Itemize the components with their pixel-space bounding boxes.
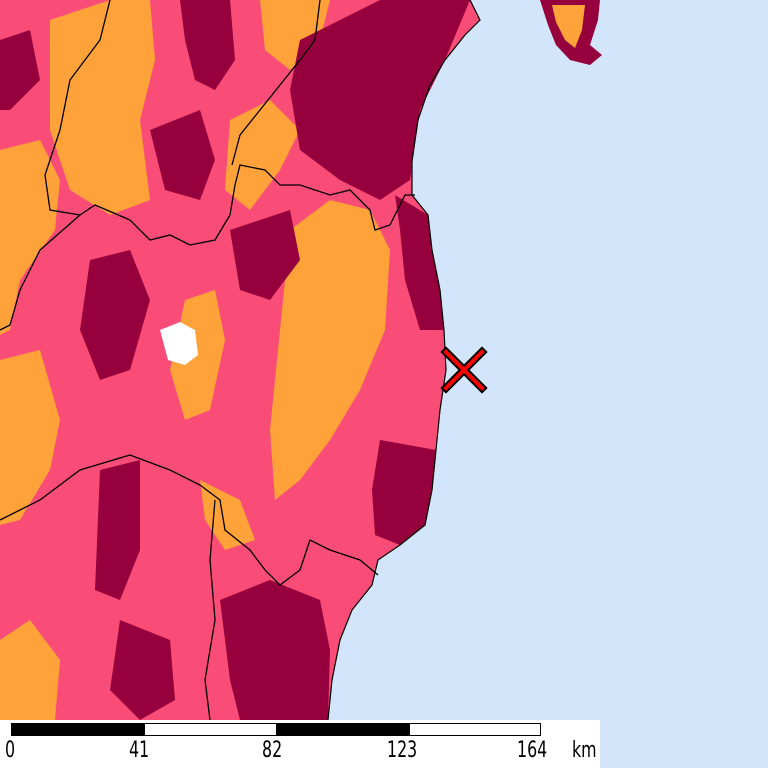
scale-tick: 164 — [517, 738, 548, 763]
scale-segment — [276, 723, 410, 736]
scale-bar: 0 41 82 123 164 km — [0, 720, 600, 768]
scale-segment — [11, 723, 145, 736]
scale-tick: 41 — [129, 738, 150, 763]
scale-tick: 82 — [262, 738, 283, 763]
scale-tick: 0 — [5, 738, 16, 763]
scale-tick: 123 — [387, 738, 418, 763]
epicenter-x-mark-icon — [440, 346, 488, 394]
islands-low — [552, 5, 585, 48]
lake — [160, 322, 198, 365]
low-zones — [0, 0, 390, 720]
scale-unit: km — [572, 738, 597, 763]
scale-segment — [144, 723, 277, 736]
high-zones — [0, 0, 470, 720]
scale-segment — [409, 723, 541, 736]
prefecture-borders — [0, 0, 415, 721]
